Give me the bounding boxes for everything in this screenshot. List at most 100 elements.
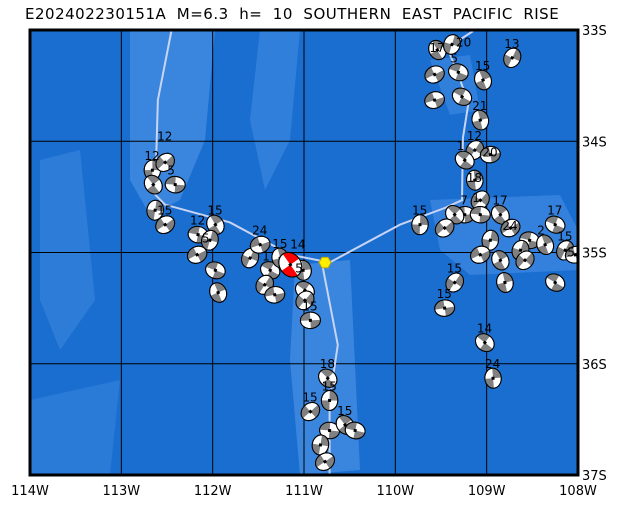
event-depth-label: 24 <box>252 224 267 238</box>
event-depth-label: 5 <box>167 164 175 178</box>
event-beachball[interactable] <box>152 212 178 237</box>
event-beachball[interactable] <box>185 243 210 267</box>
event-beachball[interactable] <box>466 169 484 191</box>
event-beachball[interactable] <box>299 311 321 330</box>
event-beachball[interactable] <box>320 389 339 411</box>
event-beachball[interactable] <box>315 365 341 391</box>
event-depth-label: 21 <box>472 99 487 113</box>
event-depth-label: 15 <box>207 204 222 218</box>
event-beachball[interactable] <box>442 270 467 296</box>
event-beachball[interactable] <box>297 399 323 425</box>
event-depth-label: 17 <box>547 204 562 218</box>
lat-tick-label: 36S <box>582 358 607 373</box>
event-beachball[interactable] <box>452 148 478 173</box>
event-depth-label: 2 <box>537 224 545 238</box>
event-beachball[interactable] <box>468 243 493 266</box>
event-beachball[interactable] <box>422 63 447 87</box>
event-depth-label: 20 <box>456 35 471 49</box>
event-beachball[interactable] <box>152 150 178 176</box>
event-beachball[interactable] <box>311 434 330 456</box>
event-beachball[interactable] <box>449 85 474 109</box>
event-beachball[interactable] <box>263 285 286 305</box>
event-beachball[interactable] <box>207 280 230 305</box>
event-beachballs <box>141 33 578 474</box>
event-depth-label: 20 <box>482 146 497 160</box>
event-depth-label: 14 <box>477 322 492 336</box>
lon-tick-label: 110W <box>376 484 414 499</box>
event-depth-label: 24 <box>485 357 500 371</box>
lat-tick-label: 33S <box>582 24 607 39</box>
event-beachball[interactable] <box>432 215 458 240</box>
event-beachball[interactable] <box>469 205 491 224</box>
event-depth-label: 15 <box>302 391 317 405</box>
event-beachball[interactable] <box>512 247 538 273</box>
event-beachball[interactable] <box>141 172 166 198</box>
map-title: E202402230151A M=6.3 h= 10 SOUTHERN EAST… <box>25 5 560 23</box>
event-beachball[interactable] <box>411 214 429 236</box>
event-depth-label: 7 <box>460 194 468 208</box>
event-beachball[interactable] <box>312 449 338 474</box>
event-depth-label: 15 <box>337 404 352 418</box>
event-beachball[interactable] <box>425 37 449 63</box>
event-depth-label: 15 <box>475 59 490 73</box>
event-beachball[interactable] <box>472 68 495 93</box>
event-depth-label: 24 <box>502 219 517 233</box>
event-beachball[interactable] <box>543 213 568 236</box>
axis-labels: 114W 113W 112W 111W 110W 109W 108W 33S 34S 35S 36S… <box>11 24 607 499</box>
event-depth-label: 1 <box>472 191 480 205</box>
event-depth-label: 5 <box>202 231 210 245</box>
event-beachball[interactable] <box>468 187 493 213</box>
event-beachball[interactable] <box>199 228 220 252</box>
event-depth-label: 17 <box>492 194 507 208</box>
lon-tick-label: 114W <box>11 484 49 499</box>
event-depth-label: 15 <box>437 287 452 301</box>
event-beachball[interactable] <box>423 89 447 111</box>
event-depth-label: 12 <box>144 149 159 163</box>
epicenter-hexagon-icon <box>318 256 332 269</box>
event-depth-label: 12 <box>467 129 482 143</box>
map-frame <box>28 28 580 477</box>
event-beachball[interactable] <box>344 420 367 440</box>
event-beachball[interactable] <box>498 216 524 241</box>
main-event-beachball[interactable] <box>274 248 306 282</box>
event-beachball[interactable] <box>534 232 556 257</box>
lat-tick-label: 37S <box>582 469 607 484</box>
event-beachball[interactable] <box>495 271 515 294</box>
event-beachball[interactable] <box>484 367 502 389</box>
event-depth-label: 15 <box>302 299 317 313</box>
event-depth-label: 13 <box>504 37 519 51</box>
event-depth-label: 15 <box>157 204 172 218</box>
event-depth-label: 5 <box>295 261 303 275</box>
event-depth-label: 18 <box>320 357 335 371</box>
event-depth-label: 15 <box>557 229 572 243</box>
lon-tick-label: 108W <box>559 484 597 499</box>
event-depth-label: 12 <box>157 129 172 143</box>
lon-tick-label: 113W <box>102 484 140 499</box>
event-beachball[interactable] <box>446 61 471 83</box>
lat-tick-label: 34S <box>582 135 607 150</box>
event-beachball[interactable] <box>292 287 317 313</box>
event-beachball[interactable] <box>146 199 165 221</box>
event-beachball[interactable] <box>542 270 568 294</box>
event-beachball[interactable] <box>248 234 272 256</box>
event-beachball[interactable] <box>553 238 577 263</box>
event-depth-label: 18 <box>467 171 482 185</box>
main-event-depth-label: 14 <box>290 238 305 252</box>
event-beachball[interactable] <box>203 212 227 238</box>
event-beachball[interactable] <box>433 298 456 317</box>
graticule <box>30 30 578 475</box>
event-beachball[interactable] <box>441 33 463 57</box>
event-beachball[interactable] <box>470 108 491 131</box>
event-beachball[interactable] <box>164 175 186 194</box>
event-beachball[interactable] <box>472 330 498 355</box>
event-beachball[interactable] <box>488 248 512 273</box>
event-beachball[interactable] <box>501 45 524 70</box>
lon-tick-label: 111W <box>285 484 323 499</box>
event-beachball[interactable] <box>203 259 227 281</box>
event-beachball[interactable] <box>442 202 468 228</box>
event-depth-label: 12 <box>190 214 205 228</box>
event-beachball[interactable] <box>479 145 502 165</box>
event-beachball[interactable] <box>488 202 513 228</box>
